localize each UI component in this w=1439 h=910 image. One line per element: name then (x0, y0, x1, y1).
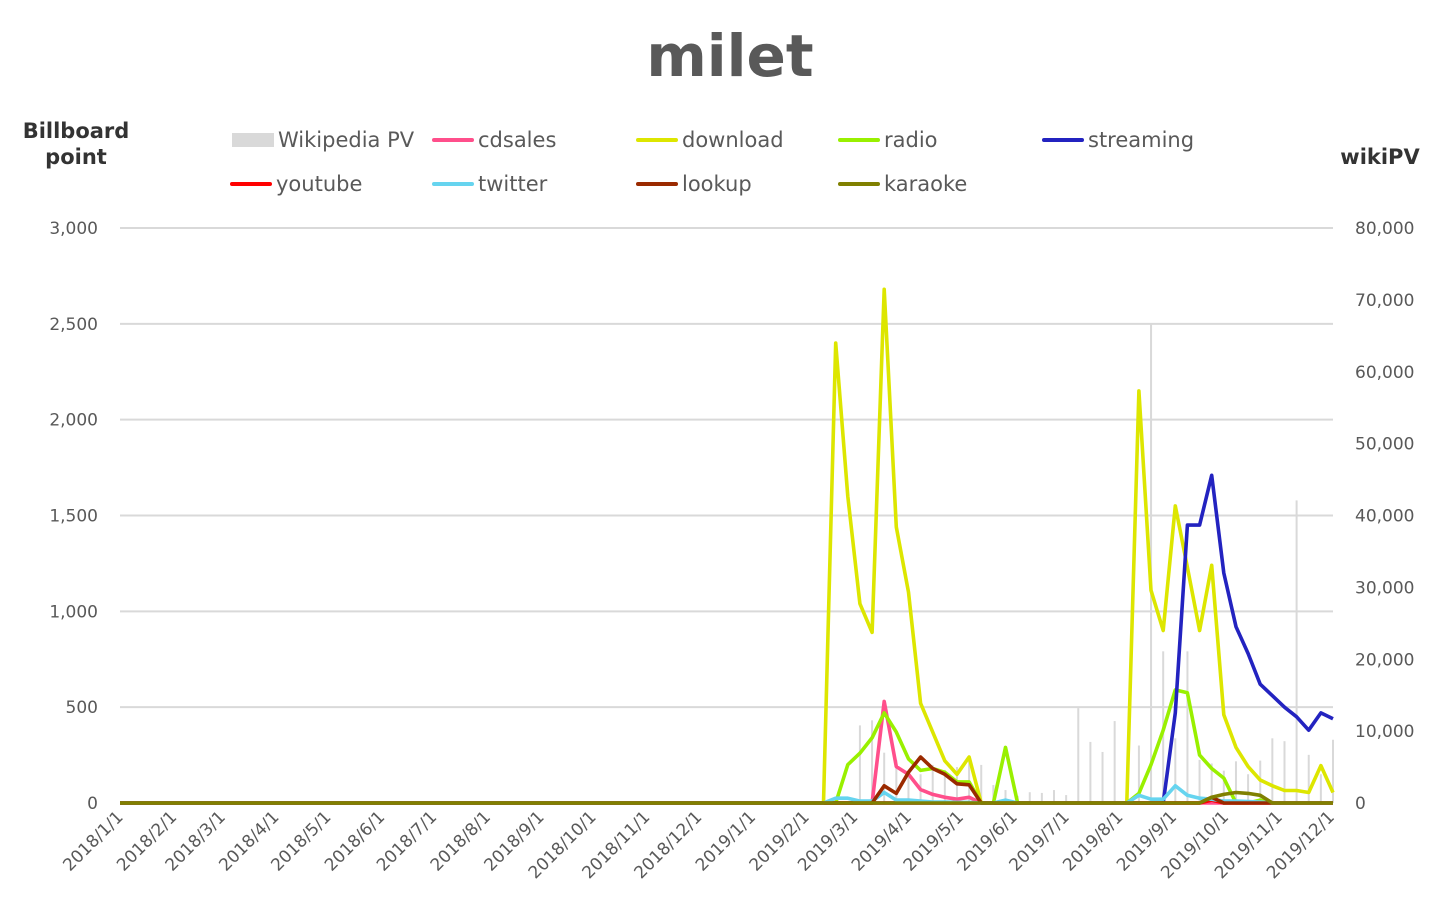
y-tick-label: 500 (66, 698, 98, 718)
wikipedia-pv-bar (943, 769, 946, 803)
wikipedia-pv-bar (992, 785, 995, 803)
legend-label: Wikipedia PV (278, 128, 415, 152)
legend-item-twitter: twitter (432, 171, 547, 197)
legend-swatch (232, 133, 274, 147)
legend-item-youtube: youtube (230, 171, 362, 197)
y-tick-label: 3,000 (49, 219, 98, 239)
wikipedia-pv-bar (871, 720, 874, 803)
y-tick-label: 2,500 (49, 315, 98, 335)
y2-tick-label: 60,000 (1355, 363, 1414, 383)
wikipedia-pv-bar (1004, 790, 1007, 803)
legend-swatch (838, 138, 880, 142)
legend-label: karaoke (884, 172, 968, 196)
legend-item-streaming: streaming (1042, 127, 1194, 153)
wikipedia-pv-bar (1307, 754, 1310, 803)
series-line-karaoke (120, 790, 1333, 805)
wikipedia-pv-bar (1174, 738, 1177, 803)
legend-item-radio: radio (838, 127, 938, 153)
left-axis-title: Billboard point (22, 119, 130, 169)
wikipedia-pv-bar (1222, 770, 1225, 803)
legend-item-cdsales: cdsales (432, 127, 556, 153)
wikipedia-pv-bar (931, 764, 934, 803)
y-tick-label: 2,000 (49, 411, 98, 431)
y2-tick-label: 50,000 (1355, 435, 1414, 455)
wikipedia-pv-bar (1198, 759, 1201, 803)
wikipedia-pv-bar (1283, 741, 1286, 803)
legend-label: radio (884, 128, 938, 152)
legend-label: download (682, 128, 784, 152)
legend-swatch (838, 182, 880, 186)
legend-swatch (432, 138, 474, 142)
y2-tick-label: 80,000 (1355, 219, 1414, 239)
wikipedia-pv-bar (1040, 792, 1043, 803)
wikipedia-pv-bar (1089, 741, 1092, 803)
legend-item-karaoke: karaoke (838, 171, 967, 197)
legend-swatch (1042, 138, 1084, 142)
y2-tick-label: 20,000 (1355, 650, 1414, 670)
legend-item-download: download (636, 127, 784, 153)
wikipedia-pv-bar (1028, 792, 1031, 803)
right-axis-title: wikiPV (1340, 145, 1420, 169)
wikipedia-pv-bar (883, 752, 886, 803)
legend-label: youtube (276, 172, 363, 196)
legend-label: cdsales (478, 128, 557, 152)
wikipedia-pv-bar (980, 764, 983, 803)
wikipedia-pv-bar (1137, 745, 1140, 803)
wikipedia-pv-bar (1101, 751, 1104, 803)
y2-tick-label: 30,000 (1355, 578, 1414, 598)
wikipedia-pv-bar (1210, 763, 1213, 803)
y2-tick-label: 10,000 (1355, 722, 1414, 742)
y-tick-label: 1,000 (49, 602, 98, 622)
wikipedia-pv-bar (1234, 761, 1237, 803)
y2-tick-label: 0 (1355, 794, 1366, 814)
wikipedia-pv-bar (1053, 790, 1056, 803)
wikipedia-pv-bar (1332, 739, 1334, 803)
legend-label: lookup (682, 172, 752, 196)
legend-item-lookup: lookup (636, 171, 752, 197)
legend-label: twitter (478, 172, 548, 196)
wikipedia-pv-bar (858, 725, 861, 803)
wikipedia-pv-bar (1271, 738, 1274, 803)
wikipedia-pv-bar (907, 770, 910, 803)
wikipedia-pv-bar (1319, 774, 1322, 803)
wikipedia-pv-bar (1186, 651, 1189, 803)
wikipedia-pv-bar (895, 759, 898, 803)
wikipedia-pv-bar (1247, 774, 1250, 803)
wikipedia-pv-bar (1295, 500, 1298, 803)
y-tick-label: 0 (87, 794, 98, 814)
y2-tick-label: 40,000 (1355, 507, 1414, 527)
legend-swatch (432, 182, 474, 186)
wikipedia-pv-bar (1113, 721, 1116, 803)
legend-item-wikipedia-pv: Wikipedia PV (232, 127, 414, 153)
chart-title: milet (646, 22, 814, 90)
y-tick-label: 1,500 (49, 507, 98, 527)
legend-label: streaming (1088, 128, 1195, 152)
legend-swatch (636, 138, 678, 142)
wikipedia-pv-bar (1065, 795, 1068, 803)
y2-tick-label: 70,000 (1355, 291, 1414, 311)
legend-swatch (230, 182, 272, 186)
wikipedia-pv-bar (1077, 708, 1080, 803)
legend-swatch (636, 182, 678, 186)
